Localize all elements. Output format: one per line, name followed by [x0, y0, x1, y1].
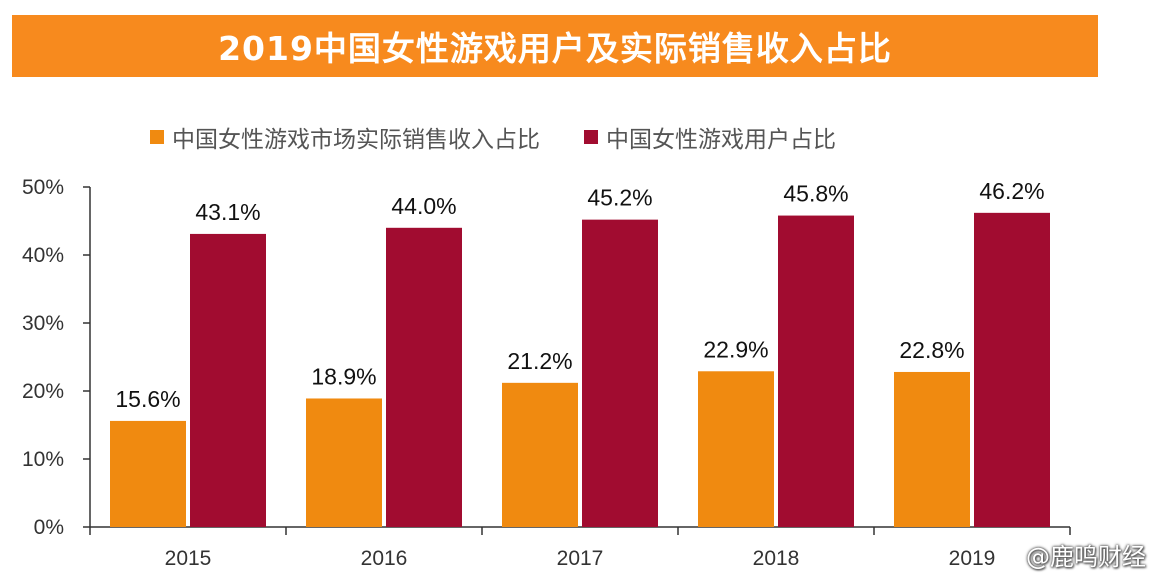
data-label-users: 45.8% — [783, 181, 848, 207]
data-label-revenue: 15.6% — [115, 386, 180, 412]
y-tick-label: 40% — [22, 244, 64, 267]
y-tick-label: 10% — [22, 448, 64, 471]
bar-users — [582, 219, 658, 527]
watermark: @鹿鸣财经 — [1026, 543, 1146, 571]
legend-swatch-revenue — [150, 130, 164, 144]
legend-item-users: 中国女性游戏用户占比 — [584, 120, 836, 154]
chart-title: 2019中国女性游戏用户及实际销售收入占比 — [218, 29, 892, 68]
bar-users — [778, 215, 854, 527]
data-label-users: 46.2% — [979, 178, 1044, 204]
data-label-users: 43.1% — [195, 199, 260, 225]
bar-users — [190, 233, 266, 528]
x-tick-label: 2015 — [165, 547, 212, 570]
x-tick-label: 2017 — [557, 547, 604, 570]
legend: 中国女性游戏市场实际销售收入占比 中国女性游戏用户占比 — [150, 120, 880, 154]
y-tick-label: 0% — [34, 516, 64, 539]
legend-item-revenue: 中国女性游戏市场实际销售收入占比 — [150, 120, 540, 154]
bar-users — [386, 227, 462, 528]
legend-label-revenue: 中国女性游戏市场实际销售收入占比 — [172, 127, 540, 153]
x-tick-label: 2018 — [753, 547, 800, 570]
data-label-revenue: 22.8% — [899, 337, 964, 363]
data-label-revenue: 21.2% — [507, 348, 572, 374]
data-label-revenue: 22.9% — [703, 336, 768, 362]
bar-users — [974, 212, 1050, 527]
y-tick-label: 20% — [22, 380, 64, 403]
bar-revenue — [698, 371, 774, 527]
bar-revenue — [502, 382, 578, 527]
chart-title-banner: 2019中国女性游戏用户及实际销售收入占比 — [12, 15, 1098, 77]
bar-revenue — [110, 420, 186, 527]
data-label-users: 45.2% — [587, 185, 652, 211]
data-label-users: 44.0% — [391, 193, 456, 219]
y-tick-label: 50% — [22, 176, 64, 199]
bar-revenue — [894, 371, 970, 527]
data-label-revenue: 18.9% — [311, 363, 376, 389]
y-tick-label: 30% — [22, 312, 64, 335]
legend-swatch-users — [584, 130, 598, 144]
x-tick-label: 2016 — [361, 547, 408, 570]
legend-label-users: 中国女性游戏用户占比 — [606, 127, 836, 153]
bar-revenue — [306, 398, 382, 527]
x-tick-label: 2019 — [949, 547, 996, 570]
